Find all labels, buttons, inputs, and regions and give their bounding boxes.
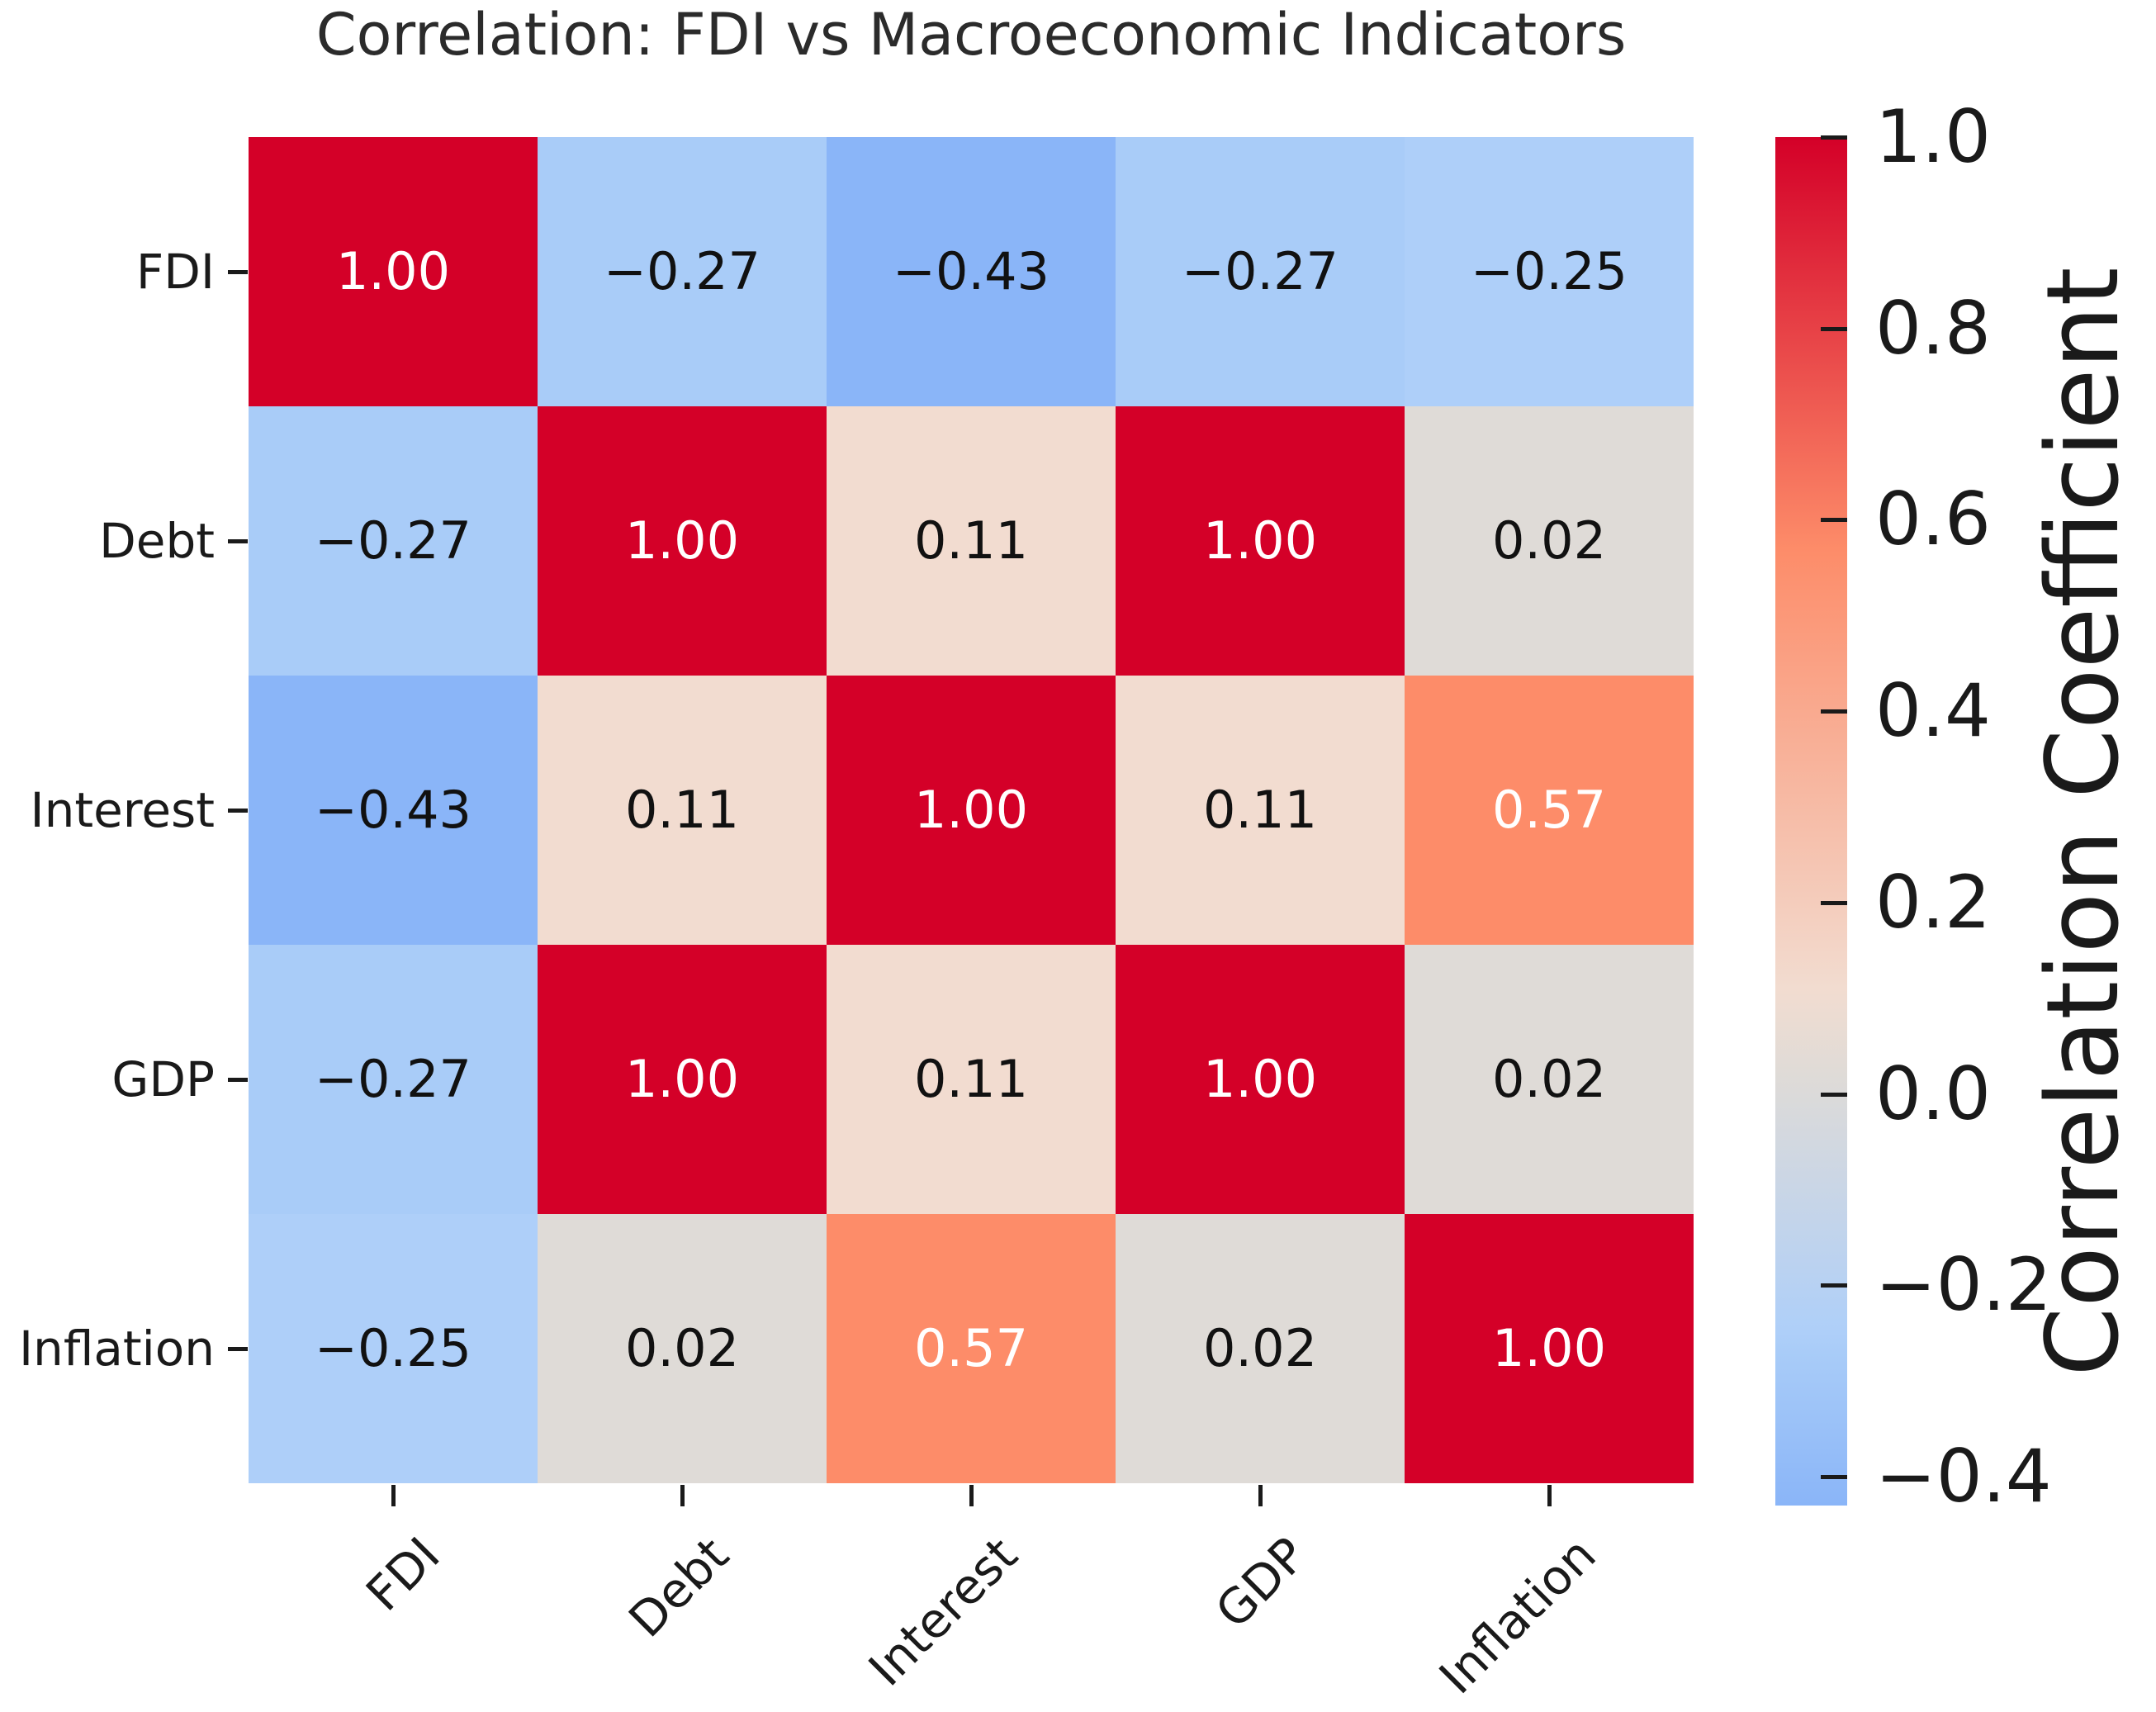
x-axis-label: FDI <box>355 1526 451 1622</box>
heatmap-cell: 1.00 <box>827 676 1116 945</box>
colorbar-tick-mark <box>1821 900 1847 905</box>
x-axis-label: GDP <box>1205 1526 1318 1639</box>
colorbar-tick-mark <box>1821 326 1847 331</box>
x-axis-label: Debt <box>618 1526 740 1648</box>
heatmap-cell: 0.57 <box>1405 676 1694 945</box>
heatmap-grid: 1.00 −0.27 −0.43 −0.27 −0.25 −0.27 1.00 0.11 1.0… <box>249 137 1694 1483</box>
colorbar-tick-label: 0.6 <box>1875 477 1991 562</box>
heatmap-cell: 0.57 <box>827 1214 1116 1483</box>
heatmap-cell: 0.11 <box>1116 676 1405 945</box>
colorbar-tick-mark <box>1821 518 1847 523</box>
colorbar-tick-label: −0.4 <box>1875 1434 2052 1520</box>
heatmap-cell: 1.00 <box>538 945 827 1214</box>
heatmap-cell: 1.00 <box>249 137 538 406</box>
colorbar-tick-label: 0.2 <box>1875 859 1991 945</box>
heatmap-cell: 0.02 <box>1405 945 1694 1214</box>
colorbar-tick-label: 0.0 <box>1875 1050 1991 1136</box>
colorbar-tick-mark <box>1821 135 1847 140</box>
heatmap-cell: 0.02 <box>538 1214 827 1483</box>
heatmap-cell: 0.02 <box>1405 406 1694 676</box>
colorbar-tick-mark <box>1821 1283 1847 1288</box>
colorbar-tick-mark <box>1821 1092 1847 1097</box>
colorbar-tick-mark <box>1821 1475 1847 1480</box>
y-axis-label: Debt <box>99 513 215 569</box>
heatmap-cell: 0.11 <box>827 945 1116 1214</box>
y-axis-tick-mark <box>228 539 248 543</box>
colorbar-tick-label: 0.8 <box>1875 285 1991 371</box>
x-axis-label: Inflation <box>1428 1526 1607 1705</box>
y-axis-tick-mark <box>228 809 248 813</box>
heatmap-cell: −0.43 <box>827 137 1116 406</box>
heatmap-cell: 1.00 <box>538 406 827 676</box>
y-axis-label: GDP <box>111 1051 215 1107</box>
heatmap-cell: −0.27 <box>538 137 827 406</box>
heatmap-cell: 1.00 <box>1405 1214 1694 1483</box>
colorbar-tick-mark <box>1821 709 1847 714</box>
colorbar-tick-label: −0.2 <box>1875 1242 2052 1328</box>
y-axis-label: Interest <box>30 782 215 838</box>
x-axis-tick-mark <box>680 1485 685 1506</box>
heatmap-cell: 0.02 <box>1116 1214 1405 1483</box>
y-axis-tick-mark <box>228 1347 248 1351</box>
heatmap-cell: −0.27 <box>249 406 538 676</box>
x-axis-label: Interest <box>858 1526 1029 1697</box>
y-axis-tick-mark <box>228 270 248 274</box>
heatmap-cell: −0.25 <box>249 1214 538 1483</box>
y-axis-label: Inflation <box>18 1321 215 1377</box>
colorbar-tick-label: 1.0 <box>1875 94 1991 179</box>
heatmap-cell: −0.27 <box>249 945 538 1214</box>
heatmap-cell: −0.27 <box>1116 137 1405 406</box>
heatmap-cell: 1.00 <box>1116 406 1405 676</box>
colorbar-tick-label: 0.4 <box>1875 668 1991 754</box>
heatmap-cell: −0.43 <box>249 676 538 945</box>
x-axis-tick-mark <box>391 1485 396 1506</box>
heatmap-cell: 0.11 <box>827 406 1116 676</box>
y-axis-tick-mark <box>228 1078 248 1082</box>
x-axis-tick-mark <box>1547 1485 1552 1506</box>
colorbar-axis-label: Correlation Coefficient <box>2026 267 2141 1377</box>
heatmap-cell: 1.00 <box>1116 945 1405 1214</box>
heatmap-cell: 0.11 <box>538 676 827 945</box>
x-axis-tick-mark <box>1258 1485 1263 1506</box>
colorbar-gradient <box>1775 137 1847 1506</box>
chart-title: Correlation: FDI vs Macroeconomic Indica… <box>315 1 1627 69</box>
heatmap-cell: −0.25 <box>1405 137 1694 406</box>
x-axis-tick-mark <box>969 1485 974 1506</box>
y-axis-label: FDI <box>135 244 215 300</box>
